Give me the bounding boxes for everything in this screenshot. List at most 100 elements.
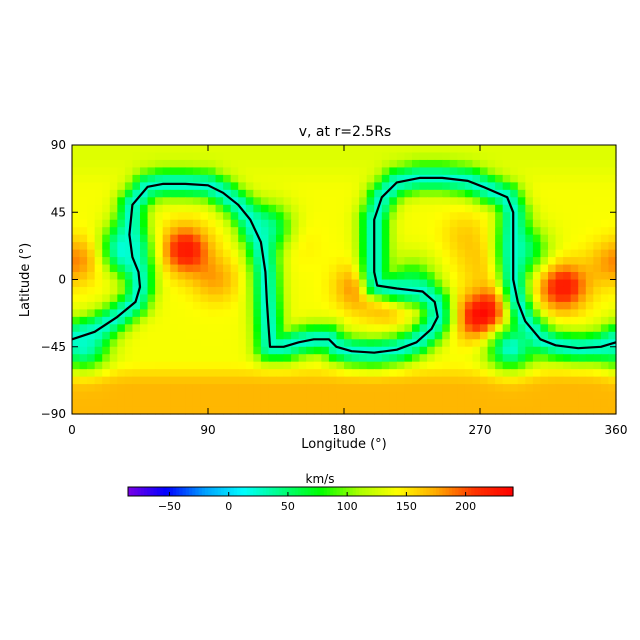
heatmap-cell bbox=[306, 376, 315, 385]
heatmap-cell bbox=[283, 324, 292, 333]
heatmap-cell bbox=[283, 354, 292, 363]
heatmap-cell bbox=[155, 212, 164, 221]
heatmap-cell bbox=[578, 391, 587, 400]
heatmap-cell bbox=[525, 391, 534, 400]
heatmap-cell bbox=[578, 376, 587, 385]
heatmap-cell bbox=[72, 152, 81, 161]
heatmap-cell bbox=[381, 294, 390, 303]
heatmap-cell bbox=[585, 331, 594, 340]
heatmap-cell bbox=[555, 204, 564, 213]
heatmap-cell bbox=[140, 324, 149, 333]
heatmap-cell bbox=[540, 242, 549, 251]
heatmap-cell bbox=[532, 152, 542, 161]
heatmap-cell bbox=[336, 309, 345, 318]
heatmap-cell bbox=[155, 399, 164, 408]
heatmap-cell bbox=[427, 376, 436, 385]
heatmap-cell bbox=[374, 159, 383, 169]
heatmap-cell bbox=[608, 197, 617, 206]
heatmap-cell bbox=[517, 316, 526, 325]
heatmap-cell bbox=[464, 286, 474, 296]
heatmap-cell bbox=[185, 204, 194, 213]
heatmap-cell bbox=[140, 286, 149, 296]
heatmap-cell bbox=[328, 279, 338, 288]
heatmap-cell bbox=[155, 272, 164, 281]
heatmap-cell bbox=[215, 339, 224, 348]
heatmap-cell bbox=[427, 316, 436, 325]
heatmap-cell bbox=[208, 376, 217, 385]
heatmap-cell bbox=[412, 399, 421, 408]
heatmap-cell bbox=[427, 279, 436, 288]
heatmap-cell bbox=[457, 279, 466, 288]
colorbar-segment bbox=[179, 487, 184, 496]
heatmap-cell bbox=[87, 354, 96, 363]
heatmap-cell bbox=[487, 406, 496, 415]
heatmap-cell bbox=[366, 361, 375, 370]
heatmap-cell bbox=[208, 301, 217, 310]
heatmap-cell bbox=[532, 361, 542, 370]
heatmap-cell bbox=[328, 182, 338, 191]
heatmap-cell bbox=[457, 152, 466, 161]
heatmap-cell bbox=[427, 346, 436, 355]
heatmap-cell bbox=[608, 324, 617, 333]
heatmap-cell bbox=[200, 189, 209, 198]
heatmap-cell bbox=[208, 331, 217, 340]
heatmap-cell bbox=[600, 406, 610, 415]
heatmap-cell bbox=[230, 286, 239, 296]
heatmap-cell bbox=[359, 257, 368, 266]
heatmap-cell bbox=[306, 212, 315, 221]
heatmap-cell bbox=[276, 399, 285, 408]
heatmap-cell bbox=[464, 369, 474, 378]
heatmap-cell bbox=[404, 354, 413, 363]
heatmap-cell bbox=[124, 286, 134, 296]
heatmap-cell bbox=[117, 391, 126, 400]
heatmap-cell bbox=[177, 219, 186, 228]
heatmap-cell bbox=[412, 391, 421, 400]
heatmap-cell bbox=[276, 309, 285, 318]
heatmap-cell bbox=[442, 204, 451, 213]
heatmap-cell bbox=[162, 174, 171, 183]
heatmap-cell bbox=[208, 279, 217, 288]
heatmap-cell bbox=[192, 301, 202, 310]
heatmap-cell bbox=[177, 152, 186, 161]
heatmap-cell bbox=[291, 234, 300, 243]
heatmap-cell bbox=[276, 227, 285, 236]
colorbar-segment bbox=[221, 487, 225, 496]
heatmap-cell bbox=[540, 219, 549, 228]
heatmap-cell bbox=[396, 316, 406, 325]
heatmap-cell bbox=[525, 212, 534, 221]
heatmap-cell bbox=[532, 294, 542, 303]
heatmap-cell bbox=[366, 309, 375, 318]
heatmap-cell bbox=[389, 354, 398, 363]
heatmap-cell bbox=[117, 189, 126, 198]
heatmap-cell bbox=[87, 369, 96, 378]
heatmap-cell bbox=[600, 384, 610, 393]
heatmap-cell bbox=[593, 354, 602, 363]
heatmap-cell bbox=[283, 339, 292, 348]
heatmap-cell bbox=[268, 272, 277, 281]
colorbar-segment bbox=[172, 487, 177, 496]
heatmap-cell bbox=[525, 406, 534, 415]
heatmap-cell bbox=[344, 331, 353, 340]
heatmap-cell bbox=[230, 257, 239, 266]
heatmap-cell bbox=[230, 324, 239, 333]
heatmap-cell bbox=[464, 189, 474, 198]
heatmap-cell bbox=[306, 189, 315, 198]
heatmap-cell bbox=[79, 204, 88, 213]
heatmap-cell bbox=[593, 279, 602, 288]
heatmap-cell bbox=[608, 354, 617, 363]
heatmap-cell bbox=[313, 384, 322, 393]
heatmap-cell bbox=[434, 346, 443, 355]
heatmap-cell bbox=[404, 294, 413, 303]
heatmap-cell bbox=[162, 279, 171, 288]
heatmap-cell bbox=[381, 376, 390, 385]
heatmap-cell bbox=[548, 264, 557, 273]
heatmap-cell bbox=[344, 272, 353, 281]
heatmap-cell bbox=[313, 182, 322, 191]
heatmap-cell bbox=[215, 346, 224, 355]
heatmap-cell bbox=[600, 324, 610, 333]
heatmap-cell bbox=[374, 219, 383, 228]
colorbar-segment bbox=[474, 487, 479, 496]
heatmap-cell bbox=[245, 257, 254, 266]
heatmap-cell bbox=[87, 167, 96, 176]
